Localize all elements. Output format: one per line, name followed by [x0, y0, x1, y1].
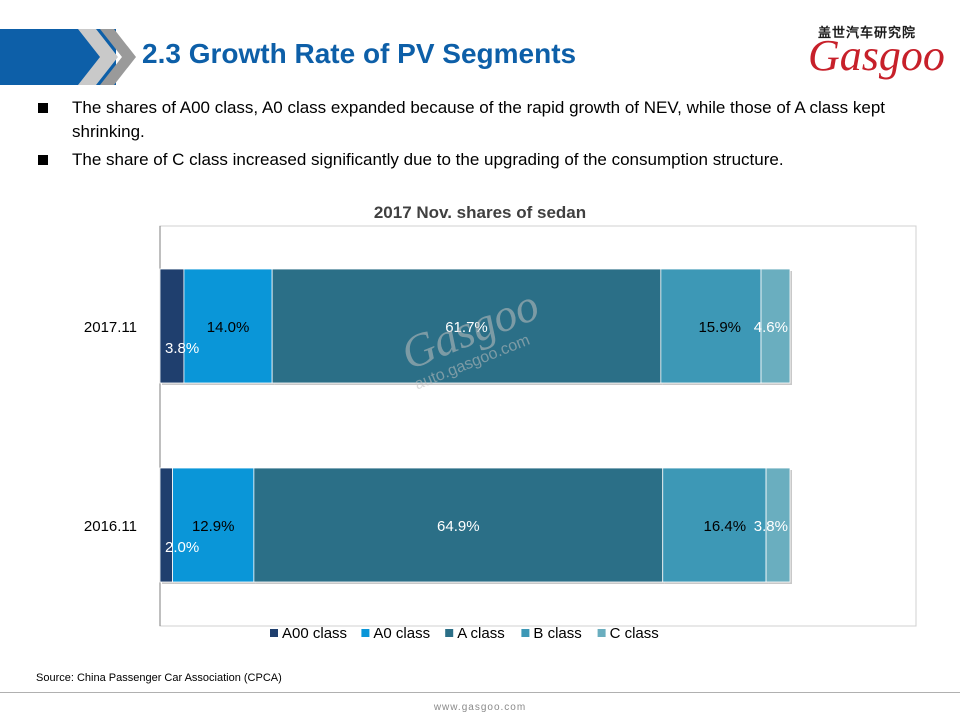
gasgoo-logo: 盖世汽车研究院 Gasgoo	[788, 22, 948, 86]
category-label: 2017.11	[84, 319, 137, 336]
bullet-square-icon	[38, 155, 48, 165]
bar-segment	[765, 467, 791, 583]
legend-label: C class	[610, 625, 659, 642]
data-label: 3.8%	[754, 518, 788, 535]
legend-swatch	[361, 629, 370, 637]
footer-url: www.gasgoo.com	[433, 702, 527, 713]
chevron-decoration	[78, 29, 136, 85]
bar-segment	[271, 268, 662, 384]
legend-label: A class	[457, 625, 505, 642]
bullet-item: The shares of A00 class, A0 class expand…	[38, 96, 898, 144]
data-label: 12.9%	[192, 518, 235, 535]
data-label: 14.0%	[207, 319, 250, 336]
bar-segment	[660, 268, 762, 384]
legend-swatch	[445, 629, 454, 637]
bar-segment	[159, 467, 174, 583]
data-label: 2.0%	[165, 539, 199, 556]
legend-label: A0 class	[373, 625, 430, 642]
bullet-text: The shares of A00 class, A0 class expand…	[72, 98, 886, 141]
logo-chinese-text: 盖世汽车研究院	[818, 25, 917, 40]
bar-segment	[760, 268, 791, 384]
chart-title: 2017 Nov. shares of sedan	[374, 203, 586, 222]
page-title: 2.3 Growth Rate of PV Segments	[142, 38, 577, 69]
data-label: 64.9%	[437, 518, 480, 535]
data-label: 3.8%	[165, 340, 199, 357]
category-label: 2016.11	[84, 518, 137, 535]
source-note: Source: China Passenger Car Association …	[36, 672, 282, 684]
bar-segment	[159, 268, 185, 384]
legend-swatch	[597, 629, 606, 637]
legend-label: A00 class	[282, 625, 347, 642]
data-label: 16.4%	[704, 518, 747, 535]
bullet-text: The share of C class increased significa…	[72, 150, 784, 169]
legend-label: B class	[533, 625, 581, 642]
footer-divider	[0, 692, 960, 693]
bar-segment	[172, 467, 255, 583]
logo-english-text: Gasgoo	[808, 31, 945, 80]
data-label: 61.7%	[445, 319, 488, 336]
data-label: 15.9%	[698, 319, 741, 336]
legend-swatch	[270, 629, 278, 637]
bullet-list: The shares of A00 class, A0 class expand…	[38, 96, 898, 176]
data-label: 4.6%	[754, 319, 788, 336]
legend-swatch	[521, 629, 530, 637]
bullet-item: The share of C class increased significa…	[38, 148, 898, 172]
bar-segment	[253, 467, 664, 583]
bullet-square-icon	[38, 103, 48, 113]
